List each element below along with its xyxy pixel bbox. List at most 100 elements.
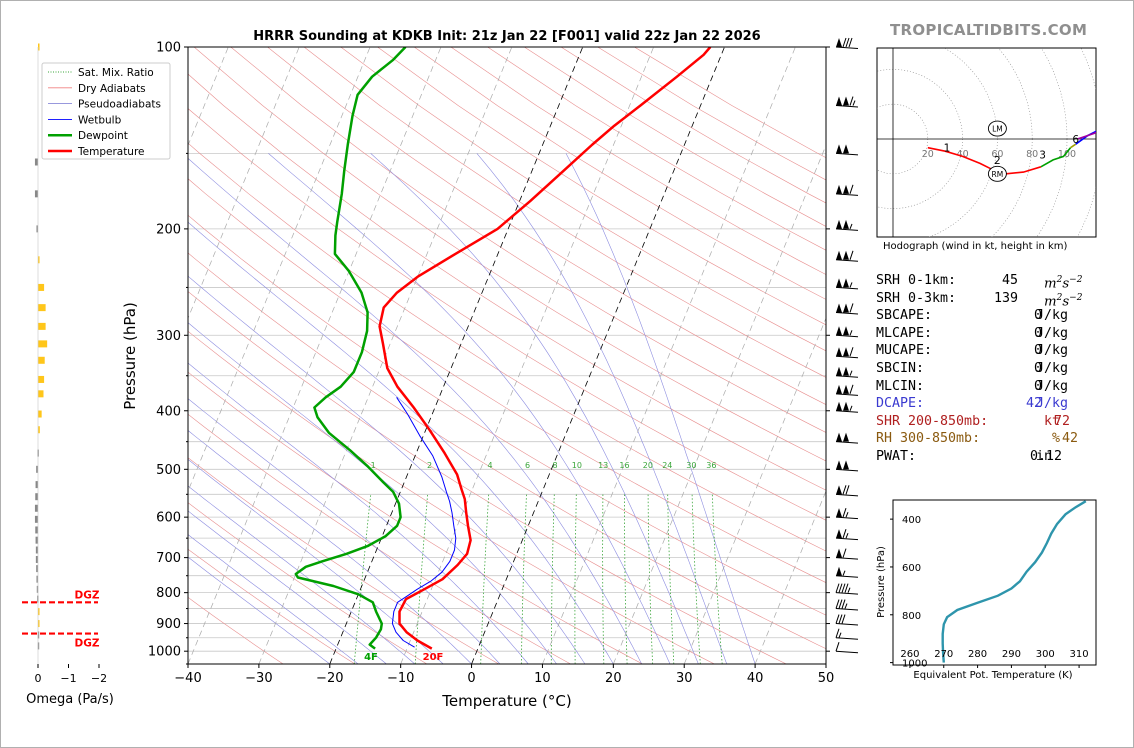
wind-barb-flag <box>843 144 849 154</box>
parameter-value: 42 <box>1061 431 1078 447</box>
y-tick-label: 100 <box>156 41 181 56</box>
parameter-unit: % <box>1052 431 1061 447</box>
wind-barb-staff <box>835 493 859 497</box>
wind-barb-half <box>838 632 842 638</box>
wind-barb <box>835 583 859 595</box>
parameter-unit: J/kg <box>1036 360 1069 376</box>
mixing-ratio-label: 30 <box>686 461 696 470</box>
wind-barb <box>835 432 859 444</box>
pseudoadiabat <box>188 362 529 664</box>
parameter-row: PWAT: 0.12 in <box>876 448 1106 466</box>
parameter-row: MLCIN: 0 J/kg <box>876 378 1106 396</box>
hodograph-trace <box>1040 147 1072 168</box>
parameter-label: SRH 0-1km: <box>876 273 957 288</box>
omega-bar <box>34 190 38 198</box>
omega-bar <box>35 493 38 501</box>
x-tick-label: 30 <box>676 671 693 686</box>
wind-barb-flag <box>836 250 842 260</box>
parameter-label: DCAPE: <box>876 396 925 412</box>
parameter-value: 42 <box>1025 396 1042 412</box>
parameter-label: MLCIN: <box>876 378 925 394</box>
skewt-background-lines: 1 2 4 6 8 10 13 16 20 24 30 36 <box>188 47 826 664</box>
parameter-value: 0 <box>1033 308 1042 324</box>
dry-adiabat <box>340 47 826 352</box>
wind-barb-staff <box>835 441 859 444</box>
storm-motion-label: RM <box>992 170 1004 179</box>
y-tick-label: 400 <box>156 404 181 419</box>
parameter-label: SRH 0-3km: <box>876 290 957 306</box>
wind-barb-full <box>849 303 854 313</box>
theta-e-x-tick-label: 270 <box>934 649 953 660</box>
parameter-value: 0 <box>1033 343 1042 359</box>
isotherm <box>188 47 300 320</box>
dry-adiabat <box>377 47 826 326</box>
parameter-value: 0 <box>1033 378 1042 394</box>
parameter-unit: J/kg <box>1036 378 1069 394</box>
parameter-label: PWAT: <box>876 448 917 464</box>
parameter-unit: kt <box>1044 413 1061 429</box>
wind-barb-flag <box>836 384 842 394</box>
hodograph-trace <box>1070 143 1077 149</box>
wind-barb-half <box>845 511 849 518</box>
hodograph-height-label: 1 <box>944 143 951 155</box>
wind-barb-flag <box>836 508 842 518</box>
skewt-axes-frame <box>187 46 827 665</box>
parameter-row: SHR 200-850mb: 72 kt <box>876 413 1106 431</box>
wind-barb-half <box>842 570 846 576</box>
parameter-label: SBCAPE: <box>876 308 933 324</box>
wind-barb-flag <box>836 184 842 194</box>
dgz-label: DGZ <box>75 589 100 601</box>
wind-barb-staff <box>835 592 859 595</box>
omega-bar <box>38 43 40 51</box>
wind-barb-flag <box>836 366 842 376</box>
mixing-ratio-line <box>691 494 701 664</box>
wind-barb-flag <box>843 184 849 194</box>
isotherm <box>542 47 796 664</box>
parameter-row: DCAPE: 42 J/kg <box>876 395 1106 413</box>
hodograph-panel: 20 40 60 80 100 1 2 3 6 9 LM RM <box>876 47 1097 238</box>
theta-e-y-tick-label: 400 <box>902 515 921 526</box>
mixing-ratio-line <box>602 494 605 664</box>
wind-barb-staff <box>835 355 859 359</box>
wind-barb-staff <box>835 193 859 196</box>
pseudoadiabat <box>188 459 444 664</box>
omega-x-tick-label: −1 <box>60 672 76 685</box>
pseudoadiabat <box>188 430 472 664</box>
wind-barb <box>835 599 859 611</box>
wind-barb-half <box>852 100 856 106</box>
dry-adiabat <box>188 73 826 491</box>
theta-e-x-tick-label: 290 <box>1002 649 1021 660</box>
wind-barb-flag <box>836 566 842 576</box>
wind-barb <box>835 548 859 560</box>
pseudoadiabat <box>268 153 671 664</box>
wind-barb-flag <box>843 347 849 357</box>
mixing-ratio-line <box>624 494 628 664</box>
surface-labels: 20F 4F <box>364 652 443 663</box>
x-tick-label: 10 <box>534 671 551 686</box>
theta-e-y-tick-label: 1000 <box>902 659 927 670</box>
chart-title: HRRR Sounding at KDKB Init: 21z Jan 22 [… <box>253 29 760 44</box>
x-tick-label: −40 <box>174 671 201 686</box>
wind-barb-flag <box>843 460 849 470</box>
omega-bar <box>37 631 40 639</box>
pseudoadiabat <box>188 322 557 664</box>
skewt-x-axis-label: Temperature (°C) <box>441 692 571 710</box>
mixing-ratio-line <box>480 494 490 664</box>
omega-bar <box>38 304 46 312</box>
omega-x-axis-label: Omega (Pa/s) <box>26 692 114 707</box>
wind-barb-flag <box>836 548 842 558</box>
isotherm <box>188 47 442 664</box>
wind-barb-full <box>849 250 854 260</box>
parameter-unit: J/kg <box>1036 396 1069 412</box>
wind-barb-full <box>842 548 847 558</box>
x-tick-label: −30 <box>245 671 272 686</box>
parameter-label: MLCAPE: <box>876 325 933 341</box>
wind-barb-flag <box>843 384 849 394</box>
hodograph-trace <box>927 146 1042 175</box>
mixing-ratio-line <box>711 494 723 664</box>
mixing-ratio-line <box>353 494 372 664</box>
parameters-panel: SRH 0-1km: 45 m2s−2 SRH 0-3km: 139 m2s−2 SBCAP… <box>876 272 1106 466</box>
wind-barb-staff <box>835 410 859 413</box>
mixing-ratio-line <box>667 494 675 664</box>
